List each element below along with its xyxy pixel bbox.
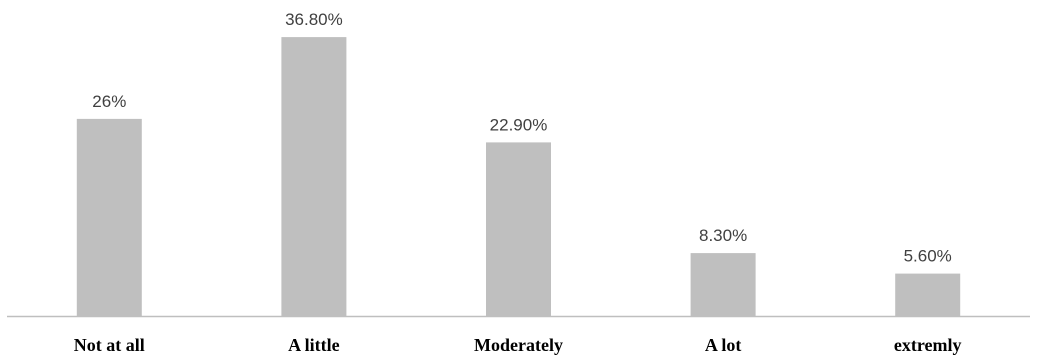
category-labels-layer: Not at all A little Moderately A lot extreml… xyxy=(74,335,962,355)
data-label-2: 22.90% xyxy=(490,115,548,134)
data-label-0: 26% xyxy=(92,92,126,111)
bar-3 xyxy=(690,253,756,316)
data-labels-layer: 26% 36.80% 22.90% 8.30% 5.60% xyxy=(92,10,952,266)
category-label-2: Moderately xyxy=(474,335,563,355)
bar-1 xyxy=(281,37,347,316)
category-label-3: A lot xyxy=(705,335,742,355)
category-label-4: extremly xyxy=(894,335,962,355)
data-label-4: 5.60% xyxy=(904,247,952,266)
category-label-0: Not at all xyxy=(74,335,145,355)
data-label-1: 36.80% xyxy=(285,10,343,29)
bars-layer xyxy=(76,37,961,317)
data-label-3: 8.30% xyxy=(699,226,747,245)
category-label-1: A little xyxy=(288,335,340,355)
bar-0 xyxy=(76,118,142,317)
bar-2 xyxy=(486,142,551,316)
bar-4 xyxy=(895,273,961,316)
